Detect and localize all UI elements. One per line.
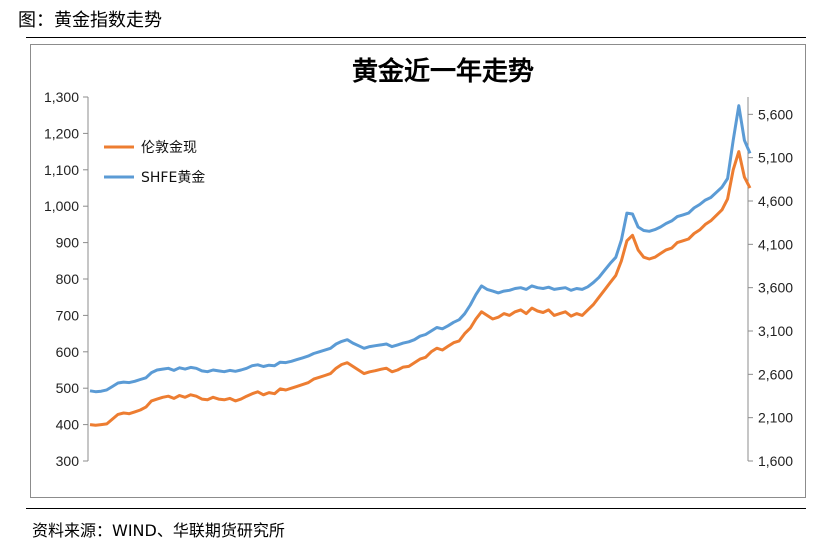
right-tick-label: 1,600 (758, 453, 793, 469)
left-tick-label: 600 (56, 344, 80, 360)
legend-label-shfe: SHFE黄金 (141, 169, 205, 186)
left-tick-label: 400 (56, 417, 80, 433)
left-tick-label: 900 (56, 235, 80, 251)
right-tick-label: 4,100 (758, 236, 793, 252)
top-divider (26, 37, 806, 38)
series-line-shfe-gold (89, 104, 752, 394)
right-tick-label: 5,100 (758, 150, 793, 166)
left-tick-label: 1,300 (44, 89, 79, 105)
left-tick-label: 300 (56, 453, 80, 469)
legend-label-lbma: 伦敦金现 (141, 140, 197, 156)
right-tick-label: 4,600 (758, 193, 793, 209)
right-tick-label: 3,100 (758, 323, 793, 339)
left-tick-label: 1,000 (44, 198, 79, 214)
right-tick-label: 5,600 (758, 106, 793, 122)
chart-frame (30, 44, 806, 498)
figure-title: 图：黄金指数走势 (18, 10, 162, 31)
left-tick-label: 1,100 (44, 162, 79, 178)
left-tick-label: 800 (56, 271, 80, 287)
chart-title: 黄金近一年走势 (352, 56, 534, 87)
source-note: 资料来源：WIND、华联期货研究所 (32, 521, 285, 540)
series-line-lbma-spot (89, 150, 752, 427)
left-tick-label: 500 (56, 380, 80, 396)
left-tick-label: 700 (56, 307, 80, 323)
right-tick-label: 2,100 (758, 410, 793, 426)
right-tick-label: 3,600 (758, 280, 793, 296)
bottom-divider (26, 508, 806, 509)
right-tick-label: 2,600 (758, 366, 793, 382)
left-tick-label: 1,200 (44, 125, 79, 141)
